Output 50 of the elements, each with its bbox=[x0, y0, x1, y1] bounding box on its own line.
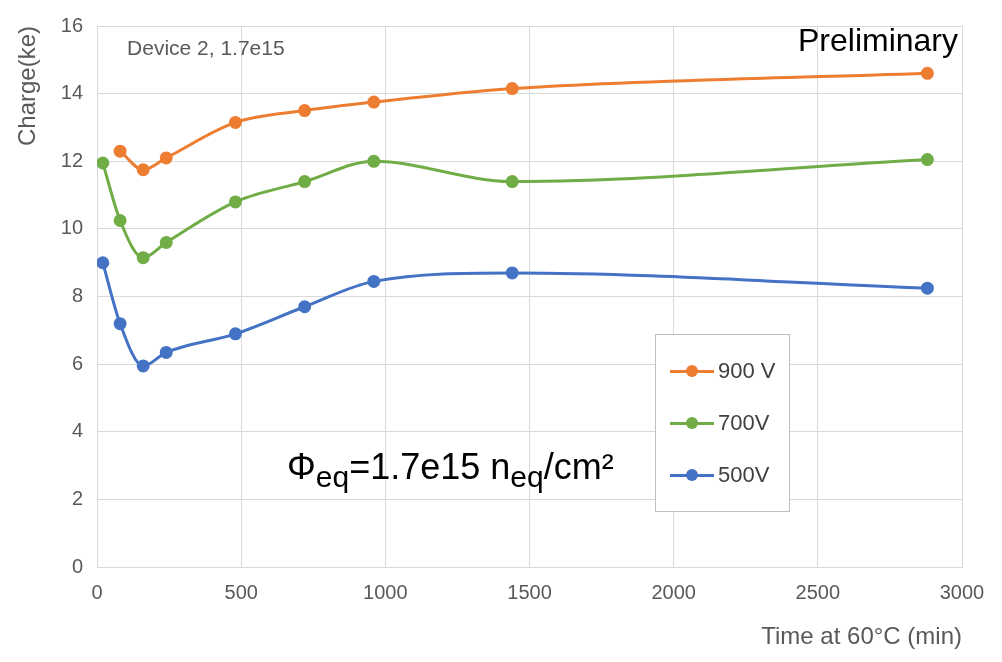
point bbox=[367, 274, 381, 288]
y-tick-label: 8 bbox=[71, 284, 84, 307]
x-tick-label: 1000 bbox=[363, 580, 408, 603]
point bbox=[113, 213, 127, 227]
y-tick-label: 12 bbox=[60, 148, 84, 171]
x-tick-label: 2000 bbox=[651, 580, 696, 603]
x-tick-label: 0 bbox=[91, 580, 103, 603]
x-tick-label: 500 bbox=[224, 580, 258, 603]
point bbox=[298, 175, 312, 189]
legend-label: 700V bbox=[717, 410, 770, 437]
x-tick-label: 2500 bbox=[795, 580, 841, 603]
point bbox=[920, 66, 934, 80]
legend-label: 500V bbox=[717, 462, 770, 489]
y-tick-label: 4 bbox=[71, 419, 84, 442]
point bbox=[228, 327, 242, 341]
point bbox=[136, 359, 150, 373]
y-tick-label: 0 bbox=[71, 554, 84, 577]
y-tick-label: 6 bbox=[71, 351, 84, 374]
point bbox=[136, 251, 150, 265]
point bbox=[136, 163, 150, 177]
annotation: Φ$_{eq}$=1.7e15 n$_{eq}$/cm² bbox=[287, 446, 614, 495]
point bbox=[159, 151, 173, 165]
point bbox=[159, 345, 173, 359]
annotation: Preliminary bbox=[797, 22, 958, 59]
y-tick-label: 14 bbox=[60, 81, 84, 104]
point bbox=[97, 256, 110, 270]
point bbox=[228, 115, 242, 129]
point bbox=[367, 95, 381, 109]
point bbox=[298, 300, 312, 314]
point bbox=[228, 195, 242, 209]
point bbox=[920, 153, 934, 167]
point bbox=[505, 266, 519, 280]
point bbox=[97, 156, 110, 170]
y-axis-title: Charge(ke) bbox=[13, 26, 41, 147]
x-axis-title: Time at 60°C (min) bbox=[761, 622, 962, 650]
point bbox=[298, 104, 312, 118]
point bbox=[159, 235, 173, 249]
point bbox=[113, 317, 127, 331]
y-tick-label: 16 bbox=[60, 13, 84, 36]
annotation: Device 2, 1.7e15 bbox=[127, 36, 285, 60]
x-tick-label: 3000 bbox=[939, 580, 985, 603]
point bbox=[505, 82, 519, 96]
point bbox=[367, 154, 381, 168]
y-tick-label: 10 bbox=[60, 216, 84, 239]
y-tick-label: 2 bbox=[71, 487, 84, 510]
legend-label: 900 V bbox=[717, 358, 776, 385]
x-tick-label: 1500 bbox=[507, 580, 552, 603]
point bbox=[920, 281, 934, 295]
point bbox=[505, 175, 519, 189]
point bbox=[113, 144, 127, 158]
